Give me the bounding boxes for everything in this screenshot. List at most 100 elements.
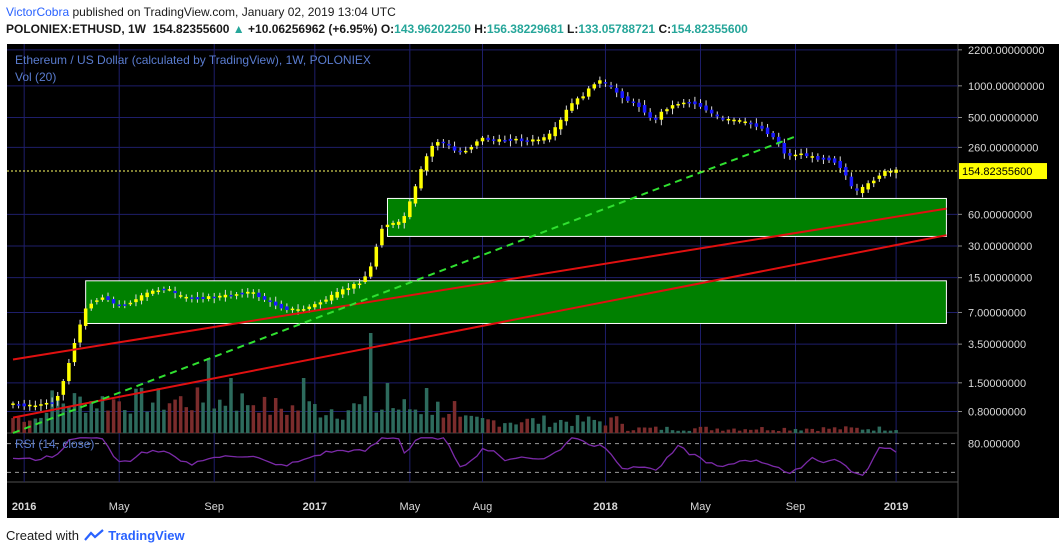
- up-arrow-icon: ▲: [232, 22, 245, 36]
- volume-bar: [229, 378, 233, 433]
- candle-body: [50, 402, 54, 404]
- candle-body: [832, 158, 837, 163]
- candle-body: [374, 246, 379, 267]
- volume-bar: [676, 430, 680, 433]
- volume-bar: [631, 430, 636, 433]
- candle-body: [111, 299, 116, 304]
- volume-bar: [285, 414, 289, 433]
- volume-bar: [335, 418, 339, 433]
- candle-body: [799, 153, 803, 156]
- volume-bar: [363, 396, 367, 433]
- candle-body: [626, 96, 630, 101]
- candle-body: [212, 296, 216, 299]
- volume-bar: [296, 410, 300, 433]
- candle-body: [749, 122, 753, 125]
- volume-bar: [223, 405, 228, 433]
- candle-body: [883, 171, 887, 176]
- volume-bar: [268, 414, 272, 433]
- tradingview-brand[interactable]: TradingView: [108, 528, 185, 543]
- candle-body: [313, 304, 317, 308]
- volume-bar: [491, 420, 496, 433]
- volume-bar: [480, 418, 485, 433]
- author-link[interactable]: VictorCobra: [6, 5, 70, 19]
- candle-body: [195, 297, 200, 300]
- price-chart[interactable]: 2200.00000000 1000.00000000 500.00000000 26…: [0, 40, 1059, 518]
- close-value: 154.82355600: [671, 22, 748, 36]
- candle-body: [754, 123, 759, 127]
- volume-bar: [447, 413, 451, 433]
- y-tick-label: 2200.00000000: [968, 45, 1044, 57]
- volume-bar: [167, 403, 172, 433]
- candle-body: [598, 80, 602, 84]
- volume-bar: [190, 410, 194, 433]
- volume-bar: [234, 410, 239, 433]
- candle-body: [844, 167, 848, 176]
- volume-bar: [547, 426, 552, 433]
- candle-body: [324, 299, 328, 302]
- volume-bar: [681, 430, 686, 433]
- volume-bar: [469, 415, 474, 433]
- volume-bar: [111, 399, 116, 433]
- candle-body: [452, 146, 457, 151]
- volume-bar: [570, 425, 574, 433]
- volume-bar: [44, 412, 49, 433]
- volume-bar: [693, 428, 697, 433]
- candle-body: [11, 403, 15, 405]
- volume-bar: [162, 409, 166, 433]
- close-label: C:: [658, 22, 672, 36]
- candle-body: [463, 150, 468, 153]
- x-tick-label: May: [399, 501, 420, 513]
- volume-bar: [827, 428, 831, 433]
- candle-body: [167, 289, 172, 291]
- candle-body: [33, 405, 38, 408]
- candle-body: [715, 114, 720, 117]
- volume-bar: [614, 416, 619, 433]
- candle-body: [318, 302, 323, 305]
- volume-bar: [749, 429, 753, 433]
- candle-body: [776, 136, 781, 145]
- candle-body: [855, 188, 859, 191]
- high-label: H:: [474, 22, 487, 36]
- candle-body: [648, 112, 652, 118]
- volume-bar: [553, 422, 557, 433]
- candle-body: [117, 304, 121, 307]
- published-text: published on TradingView.com, January 02…: [72, 5, 396, 19]
- volume-bar: [408, 409, 412, 433]
- volume-bar: [844, 426, 848, 433]
- candle-body: [184, 296, 189, 299]
- y-tick-label: 500.00000000: [968, 113, 1038, 125]
- candle-body: [156, 290, 161, 292]
- volume-bar: [134, 388, 138, 433]
- candle-body: [352, 284, 356, 289]
- volume-bar: [251, 405, 256, 433]
- volume-bar: [61, 403, 66, 433]
- volume-bar: [737, 430, 742, 433]
- candle-body: [78, 324, 82, 343]
- candle-body: [642, 104, 647, 113]
- support-zone: [85, 280, 947, 324]
- volume-bar: [50, 390, 54, 433]
- volume-bar: [586, 416, 591, 433]
- candle-body: [637, 102, 641, 107]
- candle-body: [134, 299, 138, 303]
- volume-bar: [732, 428, 736, 433]
- candle-body: [301, 309, 306, 311]
- candle-body: [285, 306, 289, 310]
- candle-body: [698, 103, 703, 107]
- candle-body: [542, 137, 546, 141]
- candle-body: [279, 303, 284, 309]
- y-tick-label: 60.00000000: [968, 209, 1032, 221]
- volume-bar: [145, 411, 149, 433]
- candle-body: [525, 140, 529, 142]
- candle-body: [385, 224, 390, 228]
- volume-bar: [542, 415, 546, 433]
- candle-body: [547, 133, 552, 140]
- candle-body: [726, 118, 731, 121]
- candle-body: [363, 276, 367, 282]
- candle-body: [424, 156, 429, 171]
- volume-bar: [245, 405, 250, 433]
- candle-body: [296, 309, 300, 311]
- volume-bar: [301, 378, 306, 433]
- candle-body: [519, 138, 524, 142]
- x-tick-label: May: [109, 501, 130, 513]
